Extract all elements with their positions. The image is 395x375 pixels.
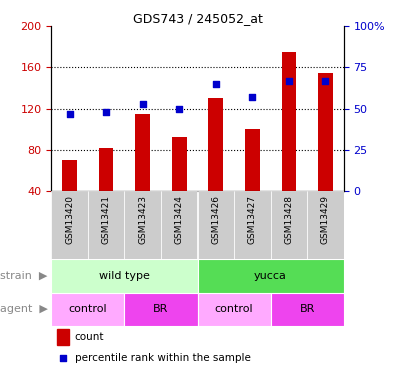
- Bar: [318, 73, 333, 191]
- Bar: [234, 191, 271, 259]
- Text: agent  ▶: agent ▶: [0, 304, 47, 314]
- Bar: [124, 292, 198, 326]
- Text: GSM13423: GSM13423: [138, 195, 147, 244]
- Bar: [51, 191, 88, 259]
- Text: wild type: wild type: [99, 271, 150, 280]
- Point: [103, 109, 109, 115]
- Bar: [198, 259, 344, 292]
- Point: [139, 101, 146, 107]
- Title: GDS743 / 245052_at: GDS743 / 245052_at: [133, 12, 262, 25]
- Text: strain  ▶: strain ▶: [0, 271, 47, 280]
- Bar: [51, 259, 198, 292]
- Point: [176, 106, 182, 112]
- Text: percentile rank within the sample: percentile rank within the sample: [75, 353, 250, 363]
- Point: [60, 356, 66, 362]
- Bar: [172, 136, 186, 191]
- Bar: [245, 129, 260, 191]
- Text: GSM13428: GSM13428: [284, 195, 293, 244]
- Bar: [62, 160, 77, 191]
- Text: GSM13424: GSM13424: [175, 195, 184, 243]
- Point: [213, 81, 219, 87]
- Bar: [271, 292, 344, 326]
- Text: count: count: [75, 332, 104, 342]
- Text: BR: BR: [299, 304, 315, 314]
- Text: control: control: [69, 304, 107, 314]
- Bar: [307, 191, 344, 259]
- Point: [249, 94, 256, 100]
- Text: GSM13421: GSM13421: [102, 195, 111, 244]
- Bar: [271, 191, 307, 259]
- Text: GSM13426: GSM13426: [211, 195, 220, 244]
- Bar: [209, 98, 223, 191]
- Bar: [282, 52, 296, 191]
- Point: [322, 78, 329, 84]
- Text: BR: BR: [153, 304, 169, 314]
- Text: yucca: yucca: [254, 271, 287, 280]
- Point: [286, 78, 292, 84]
- Text: GSM13429: GSM13429: [321, 195, 330, 244]
- Bar: [135, 114, 150, 191]
- Text: control: control: [215, 304, 253, 314]
- Bar: [198, 191, 234, 259]
- Bar: [124, 191, 161, 259]
- Text: GSM13427: GSM13427: [248, 195, 257, 244]
- Bar: [88, 191, 124, 259]
- Bar: [161, 191, 198, 259]
- Text: GSM13420: GSM13420: [65, 195, 74, 244]
- Bar: [99, 148, 113, 191]
- Point: [66, 111, 73, 117]
- Bar: [198, 292, 271, 326]
- Bar: [51, 292, 124, 326]
- Bar: [57, 329, 69, 345]
